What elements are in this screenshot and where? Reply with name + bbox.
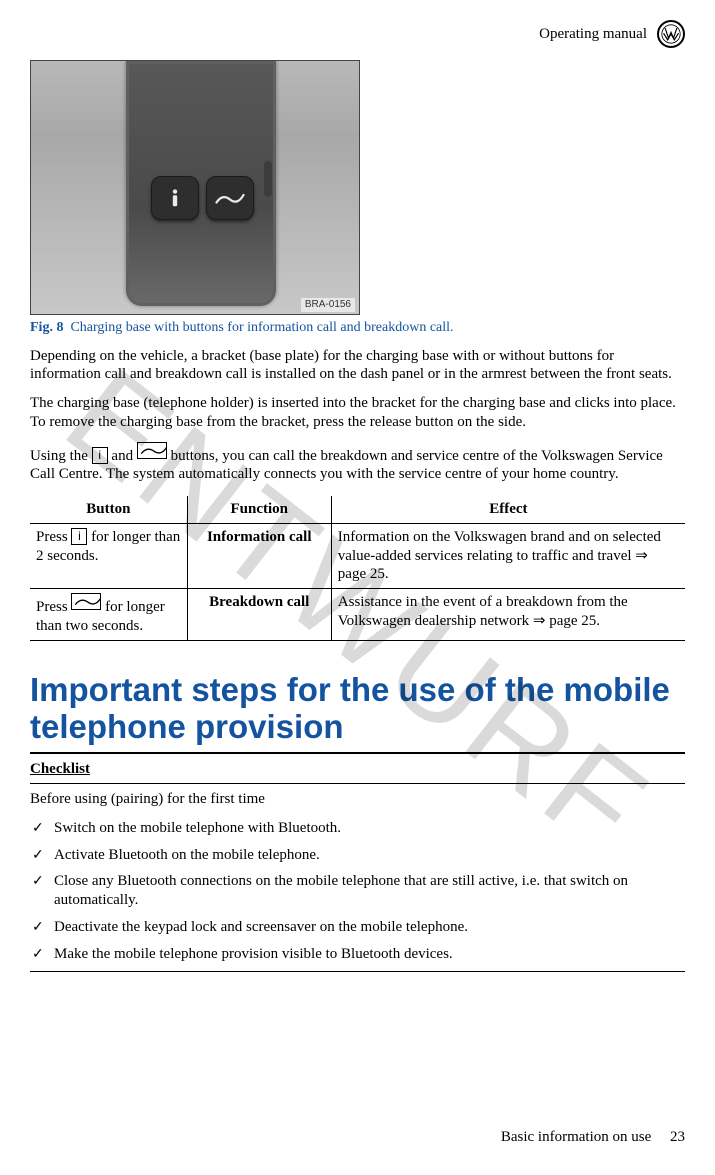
th-button: Button [30, 496, 187, 523]
p3-a: Using the [30, 448, 92, 464]
checklist-label: Checklist [30, 760, 685, 779]
info-keycap-icon: i [92, 447, 108, 464]
checklist-rule [30, 783, 685, 784]
breakdown-keycap-icon [71, 593, 101, 610]
paragraph-2: The charging base (telephone holder) is … [30, 394, 685, 432]
checklist: Switch on the mobile telephone with Blue… [30, 819, 685, 964]
paragraph-3: Using the i and buttons, you can call th… [30, 442, 685, 485]
cell-function: Breakdown call [187, 589, 331, 641]
th-function: Function [187, 496, 331, 523]
p3-b: and [108, 448, 137, 464]
cell-effect: Assistance in the event of a breakdown f… [331, 589, 685, 641]
page-header: Operating manual [30, 20, 685, 48]
page-footer: Basic information on use 23 [501, 1128, 685, 1147]
breakdown-keycap-icon [137, 442, 167, 459]
function-table: Button Function Effect Press i for longe… [30, 496, 685, 641]
cell-effect: Information on the Volkswagen brand and … [331, 523, 685, 588]
section-heading: Important steps for the use of the mobil… [30, 671, 685, 747]
header-title: Operating manual [539, 25, 647, 44]
page-number: 23 [670, 1129, 685, 1145]
checklist-intro: Before using (pairing) for the first tim… [30, 790, 685, 809]
figure-caption-text: Charging base with buttons for informati… [70, 320, 453, 335]
breakdown-button-illustration [206, 176, 254, 220]
list-item: Deactivate the keypad lock and screensav… [30, 918, 685, 937]
th-effect: Effect [331, 496, 685, 523]
table-row: Press for longer than two seconds. Break… [30, 589, 685, 641]
table-row: Press i for longer than 2 seconds. Infor… [30, 523, 685, 588]
cell-button: Press for longer than two seconds. [30, 589, 187, 641]
figure-tag: BRA-0156 [301, 298, 355, 313]
figure-caption: Fig. 8 Charging base with buttons for in… [30, 319, 685, 337]
section-rule [30, 752, 685, 754]
paragraph-1: Depending on the vehicle, a bracket (bas… [30, 347, 685, 385]
list-item: Close any Bluetooth connections on the m… [30, 872, 685, 910]
info-button-illustration [151, 176, 199, 220]
list-item: Switch on the mobile telephone with Blue… [30, 819, 685, 838]
cell-function: Information call [187, 523, 331, 588]
list-item: Activate Bluetooth on the mobile telepho… [30, 846, 685, 865]
cell-button: Press i for longer than 2 seconds. [30, 523, 187, 588]
vw-logo-icon [657, 20, 685, 48]
checklist-end-rule [30, 971, 685, 972]
footer-text: Basic information on use [501, 1129, 651, 1145]
figure-image: BRA-0156 [30, 60, 360, 315]
info-keycap-icon: i [71, 528, 87, 545]
list-item: Make the mobile telephone provision visi… [30, 945, 685, 964]
figure-caption-label: Fig. 8 [30, 320, 63, 335]
